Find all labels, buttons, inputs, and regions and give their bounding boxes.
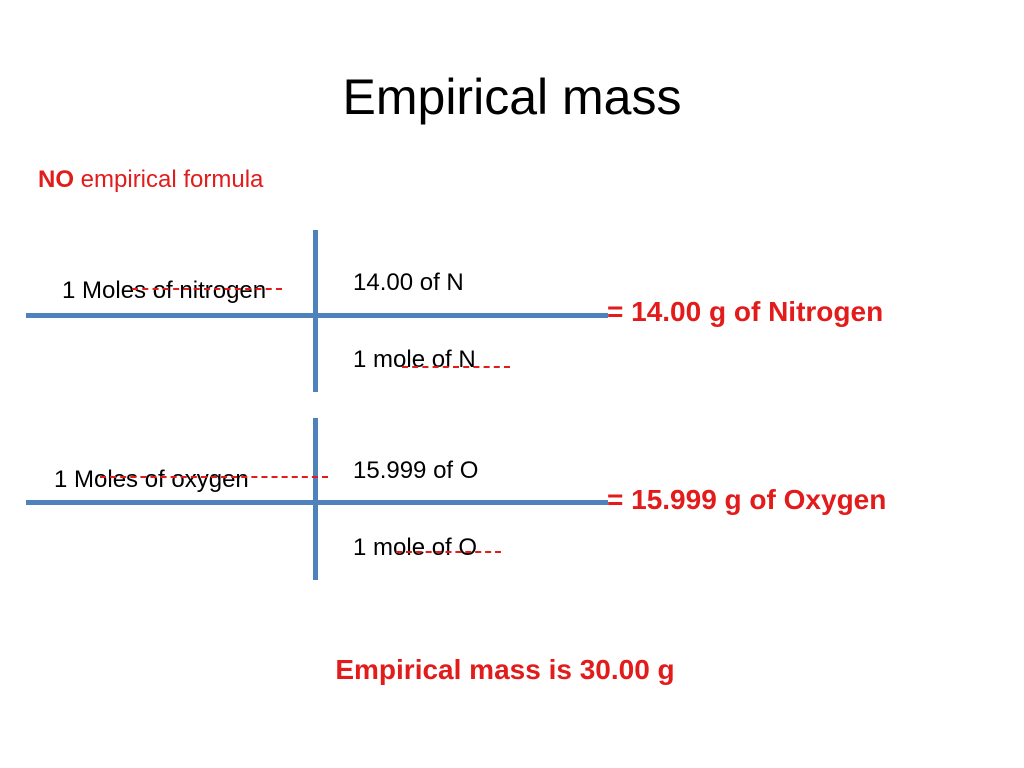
subtitle-strong: NO: [38, 166, 74, 193]
oxygen-horizontal-line: [26, 500, 608, 505]
oxygen-given-cancel-mark: [100, 476, 328, 478]
nitrogen-result: = 14.00 g of Nitrogen: [607, 296, 884, 327]
subtitle-rest: empirical formula: [80, 166, 264, 193]
oxygen-numerator: 15.999 of O: [353, 457, 479, 484]
oxygen-given: 1 Moles of oxygen: [54, 466, 249, 493]
oxygen-denominator: 1 mole of O: [353, 534, 478, 561]
nitrogen-horizontal-line: [26, 313, 608, 318]
nitrogen-given: 1 Moles of nitrogen: [62, 277, 267, 304]
conclusion: Empirical mass is 30.00 g: [335, 654, 675, 685]
nitrogen-numerator: 14.00 of N: [353, 269, 464, 296]
nitrogen-given-cancel-mark: [132, 288, 282, 290]
nitrogen-vertical-line: [313, 230, 318, 392]
slide-title: Empirical mass: [342, 69, 682, 125]
subtitle: NO empirical formula: [38, 163, 263, 197]
nitrogen-denominator-cancel-mark: [402, 366, 510, 368]
oxygen-vertical-line: [313, 418, 318, 580]
oxygen-result: = 15.999 g of Oxygen: [607, 484, 887, 515]
nitrogen-denominator: 1 mole of N: [353, 346, 476, 373]
oxygen-denominator-cancel-mark: [396, 551, 501, 553]
